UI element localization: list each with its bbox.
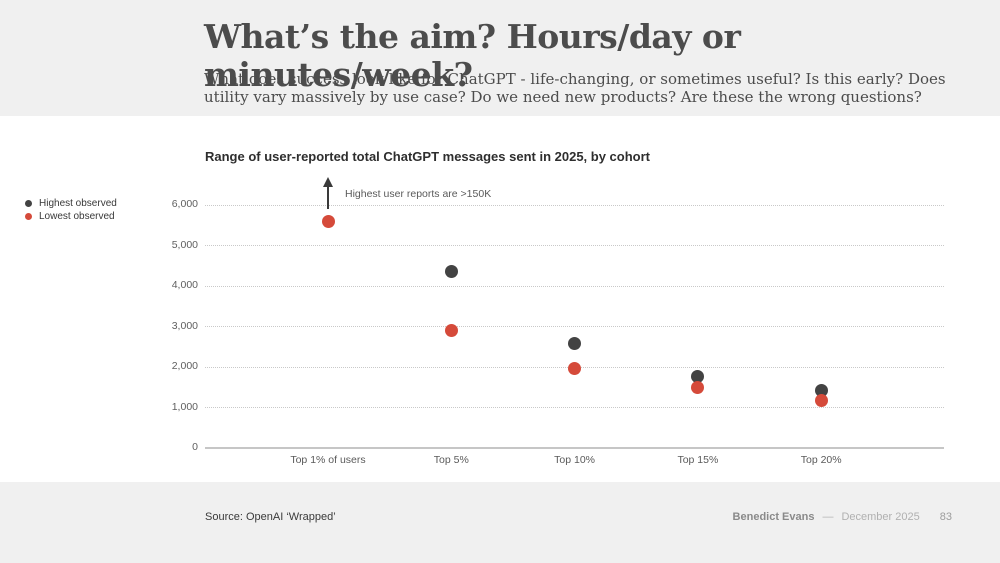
slide-title: What’s the aim? Hours/day or minutes/wee… <box>204 17 741 94</box>
legend-item: Highest observed <box>25 197 117 210</box>
annotation-text: Highest user reports are >150K <box>345 188 492 200</box>
gridline <box>205 204 944 206</box>
data-point-lowest-observed <box>814 393 828 407</box>
author-name: Benedict Evans <box>732 511 815 523</box>
gridline <box>205 245 944 246</box>
legend-item: Lowest observed <box>25 210 117 223</box>
legend-dot-icon <box>25 213 32 220</box>
legend-label: Highest observed <box>39 198 117 209</box>
x-tick-label: Top 1% of users <box>290 454 366 466</box>
y-tick-label: 1,000 <box>171 400 198 413</box>
slide-footer: Source: OpenAI ‘Wrapped’ Benedict Evans … <box>0 482 1000 563</box>
y-tick-label: 5,000 <box>171 238 198 251</box>
y-tick-label: 0 <box>192 441 198 453</box>
page-number: 83 <box>939 511 952 523</box>
footer-byline: Benedict Evans — December 2025 83 <box>733 511 952 523</box>
x-tick-label: Top 20% <box>800 454 842 466</box>
legend-dot-icon <box>25 200 32 207</box>
y-tick-label: 4,000 <box>171 279 198 291</box>
data-point-lowest-observed <box>691 380 705 394</box>
data-point-highest-observed <box>814 383 828 397</box>
data-point-highest-observed <box>691 369 705 383</box>
slide-subtitle: What does success look like for ChatGPT … <box>204 70 946 107</box>
chart-title: Range of user-reported total ChatGPT mes… <box>205 149 650 164</box>
slide-date: December 2025 <box>841 511 920 523</box>
x-tick-label: Top 10% <box>554 454 596 466</box>
data-point-lowest-observed <box>568 361 582 375</box>
byline-separator: — <box>822 511 834 523</box>
offscale-arrow-head <box>323 177 333 187</box>
y-tick-label: 6,000 <box>171 198 198 210</box>
x-tick-label: Top 15% <box>677 454 719 466</box>
data-point-highest-observed <box>568 337 582 351</box>
y-tick-label: 2,000 <box>171 360 198 372</box>
gridline <box>205 326 944 327</box>
slide-header: What’s the aim? Hours/day or minutes/wee… <box>0 0 1000 116</box>
gridline <box>205 285 944 287</box>
x-axis-line <box>205 447 944 449</box>
chart-legend: Highest observed Lowest observed <box>25 197 117 223</box>
data-point-lowest-observed <box>444 324 458 338</box>
offscale-arrow-shaft <box>327 186 329 209</box>
x-tick-label: Top 5% <box>433 454 469 466</box>
data-point-lowest-observed <box>321 214 335 228</box>
y-tick-label: 3,000 <box>171 319 198 332</box>
data-point-highest-observed <box>444 265 458 279</box>
source-note: Source: OpenAI ‘Wrapped’ <box>205 511 336 523</box>
legend-label: Lowest observed <box>39 211 115 222</box>
gridline <box>205 407 944 408</box>
